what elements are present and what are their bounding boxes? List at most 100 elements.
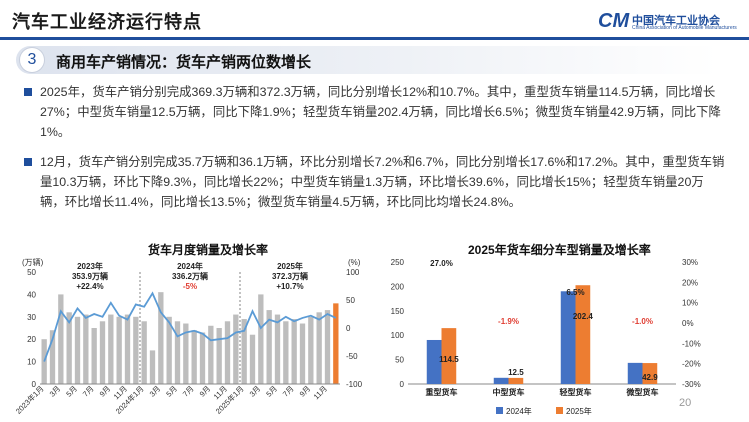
y2-tick-label: -50 — [346, 352, 358, 361]
x-tick-label: 7月 — [181, 384, 196, 399]
x-tick-label: 7月 — [281, 384, 296, 399]
section-header: 3 商用车产销情况：货车产销两位数增长 — [16, 46, 718, 74]
bar-monthly — [49, 330, 56, 384]
bullet-december: 12月，货车产销分别完成35.7万辆和36.1万辆，环比分别增长7.2%和6.7… — [22, 152, 728, 212]
bullet-annual-text: 2025年，货车产销分别完成369.3万辆和372.3万辆，同比分别增长12%和… — [40, 85, 721, 139]
y-tick-label: 0 — [32, 380, 37, 389]
y2-tick-label: 0% — [682, 319, 694, 328]
annotation-growth: +10.7% — [276, 282, 303, 291]
x-tick-label: 3月 — [148, 384, 163, 399]
bar-monthly — [191, 330, 197, 384]
y-tick-label: 0 — [400, 380, 405, 389]
bar-monthly — [199, 332, 206, 384]
section-title: 商用车产销情况：货车产销两位数增长 — [56, 54, 312, 71]
growth-label: 6.5% — [566, 288, 584, 297]
y2-tick-label: 30% — [682, 258, 698, 267]
x-tick-label: 5月 — [264, 384, 279, 399]
annotation-total: 336.2万辆 — [172, 271, 208, 281]
monthly-sales-chart: (万辆) (%) 0 10 20 30 40 50 -100 -50 0 50 100 2023年353.… — [13, 257, 363, 416]
x-tick-label: 5月 — [164, 384, 179, 399]
x-tick-label: 9月 — [98, 384, 113, 399]
y-tick-label: 10 — [27, 358, 36, 367]
bar-monthly — [83, 314, 89, 384]
y2-tick-label: 20% — [682, 278, 698, 287]
category-label: 重型货车 — [426, 387, 458, 397]
bar-monthly — [316, 312, 322, 384]
annotation-total: 353.9万辆 — [72, 271, 108, 281]
bar-monthly — [241, 319, 247, 384]
x-tick-label: 5月 — [64, 384, 79, 399]
bar-monthly — [308, 316, 314, 384]
bar-monthly — [216, 328, 222, 384]
logo-cn-text: 中国汽车工业协会 — [632, 15, 720, 27]
legend-label: 2025年 — [566, 406, 592, 416]
bar-2025 — [441, 328, 457, 384]
logo-en-text: China Association of Automobile Manufact… — [632, 25, 737, 31]
bar-monthly-latest — [333, 303, 339, 384]
x-tick-label: 9月 — [298, 384, 313, 399]
growth-label: -1.0% — [632, 317, 653, 326]
bullet-square-icon — [24, 158, 32, 166]
y-axis-label: (万辆) — [22, 257, 44, 267]
bar-monthly — [133, 316, 139, 384]
bar-monthly — [224, 321, 231, 384]
section-number: 3 — [20, 48, 44, 72]
value-label: 42.9 — [642, 373, 658, 382]
bar-monthly — [274, 314, 281, 384]
y-tick-label: 20 — [27, 335, 36, 344]
x-tick-label: 3月 — [248, 384, 263, 399]
category-label: 轻型货车 — [560, 387, 592, 397]
bar-monthly — [258, 294, 264, 384]
y-tick-label: 250 — [391, 258, 405, 267]
y2-tick-label: -100 — [346, 380, 363, 389]
bar-monthly — [166, 316, 172, 384]
value-label: 202.4 — [573, 312, 594, 321]
bar-monthly — [283, 321, 289, 384]
bar-monthly — [74, 316, 81, 384]
annotation-year: 2023年 — [77, 261, 103, 271]
bar-2024 — [426, 339, 442, 384]
bar-2025 — [642, 363, 658, 384]
category-label: 中型货车 — [493, 387, 525, 397]
bullet-december-text: 12月，货车产销分别完成35.7万辆和36.1万辆，环比分别增长7.2%和6.7… — [40, 155, 725, 209]
bar-monthly — [149, 350, 156, 384]
bar-monthly — [249, 334, 256, 384]
bar-2024 — [493, 377, 509, 384]
bar-monthly — [324, 310, 331, 384]
value-label: 12.5 — [508, 368, 524, 377]
y-tick-label: 100 — [391, 331, 405, 340]
page-number: 20 — [679, 397, 692, 409]
bar-monthly — [158, 292, 164, 384]
y-tick-label: 30 — [27, 313, 36, 322]
bullet-square-icon — [24, 88, 32, 96]
y2-tick-label: -10% — [682, 339, 701, 348]
bar-monthly — [233, 314, 239, 384]
y2-tick-label: 10% — [682, 299, 698, 308]
y2-tick-label: 100 — [346, 268, 360, 277]
bar-monthly — [266, 310, 272, 384]
y2-tick-label: -20% — [682, 360, 701, 369]
bar-monthly — [116, 316, 122, 384]
bar-2024 — [560, 291, 576, 384]
bar-monthly — [99, 321, 106, 384]
bar-monthly — [66, 312, 72, 384]
bar-monthly — [174, 321, 181, 384]
y-tick-label: 150 — [391, 307, 405, 316]
x-tick-label: 2023年1月 — [13, 383, 45, 415]
value-label: 114.5 — [439, 355, 459, 364]
caam-logo: CM 中国汽车工业协会 China Association of Automob… — [598, 10, 738, 36]
bar-2025 — [575, 285, 591, 384]
legend-label: 2024年 — [506, 406, 532, 416]
growth-label: 27.0% — [430, 259, 453, 268]
segment-chart-title: 2025年货车细分车型销量及增长率 — [468, 243, 651, 257]
title-rule — [0, 37, 749, 40]
y2-axis-label: (%) — [348, 258, 361, 267]
monthly-chart-title: 货车月度销量及增长率 — [148, 243, 269, 257]
category-label: 微型货车 — [626, 387, 659, 397]
bar-monthly — [183, 323, 189, 384]
bar-monthly — [41, 339, 47, 384]
bar-monthly — [124, 314, 131, 384]
bar-monthly — [291, 319, 297, 384]
y2-tick-label: 50 — [346, 296, 355, 305]
bar-monthly — [108, 314, 114, 384]
